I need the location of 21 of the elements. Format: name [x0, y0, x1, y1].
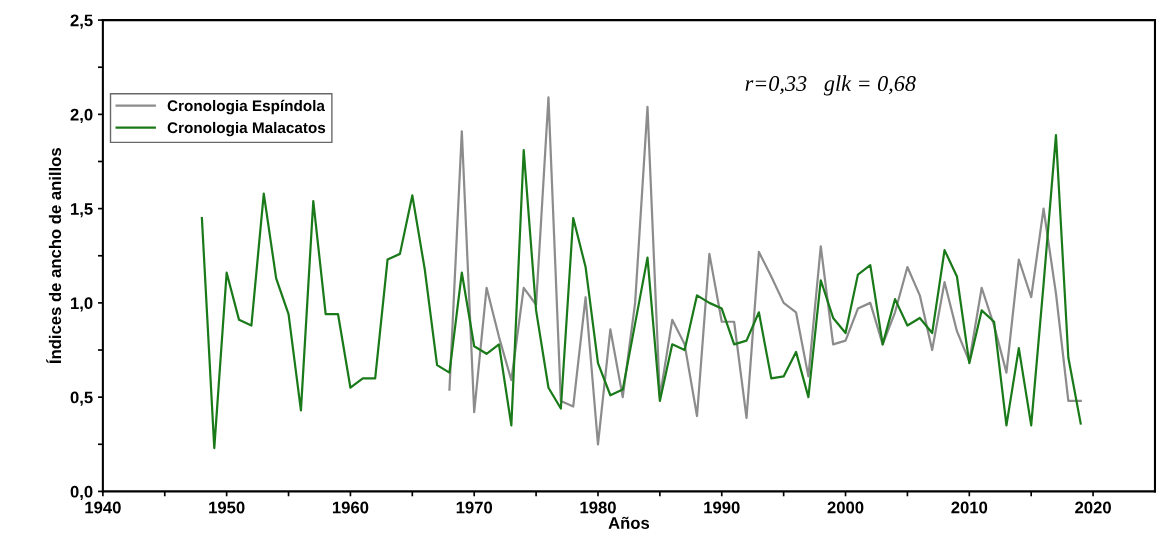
x-tick-label: 2020	[1075, 501, 1111, 514]
x-axis-title: Años	[608, 516, 650, 529]
y-tick-label: 0,5	[70, 391, 93, 406]
annotation: r=0,33 glk = 0,68	[745, 75, 916, 96]
y-tick-label: 1,5	[71, 203, 93, 218]
y-tick-label: 1,0	[71, 297, 93, 312]
x-tick-label: 1990	[704, 501, 740, 514]
x-tick-label: 1980	[580, 501, 616, 514]
legend-label: Cronologia Espíndola	[167, 99, 326, 115]
x-tick-label: 2000	[827, 501, 864, 514]
x-tick-label: 1960	[332, 501, 369, 514]
legend-label: Cronologia Malacatos	[167, 121, 326, 137]
x-tick-label: 1950	[209, 501, 245, 514]
line-series	[448, 96, 1082, 446]
y-tick-label: 2,0	[70, 108, 93, 123]
y-tick-label: 2,5	[70, 14, 93, 29]
x-tick-label: 1940	[85, 501, 121, 514]
x-tick-label: 1970	[456, 501, 493, 514]
y-tick-label: 0,0	[70, 485, 93, 501]
y-axis-title: Índices de ancho de anillos	[46, 148, 62, 364]
x-tick-label: 2010	[951, 501, 988, 514]
